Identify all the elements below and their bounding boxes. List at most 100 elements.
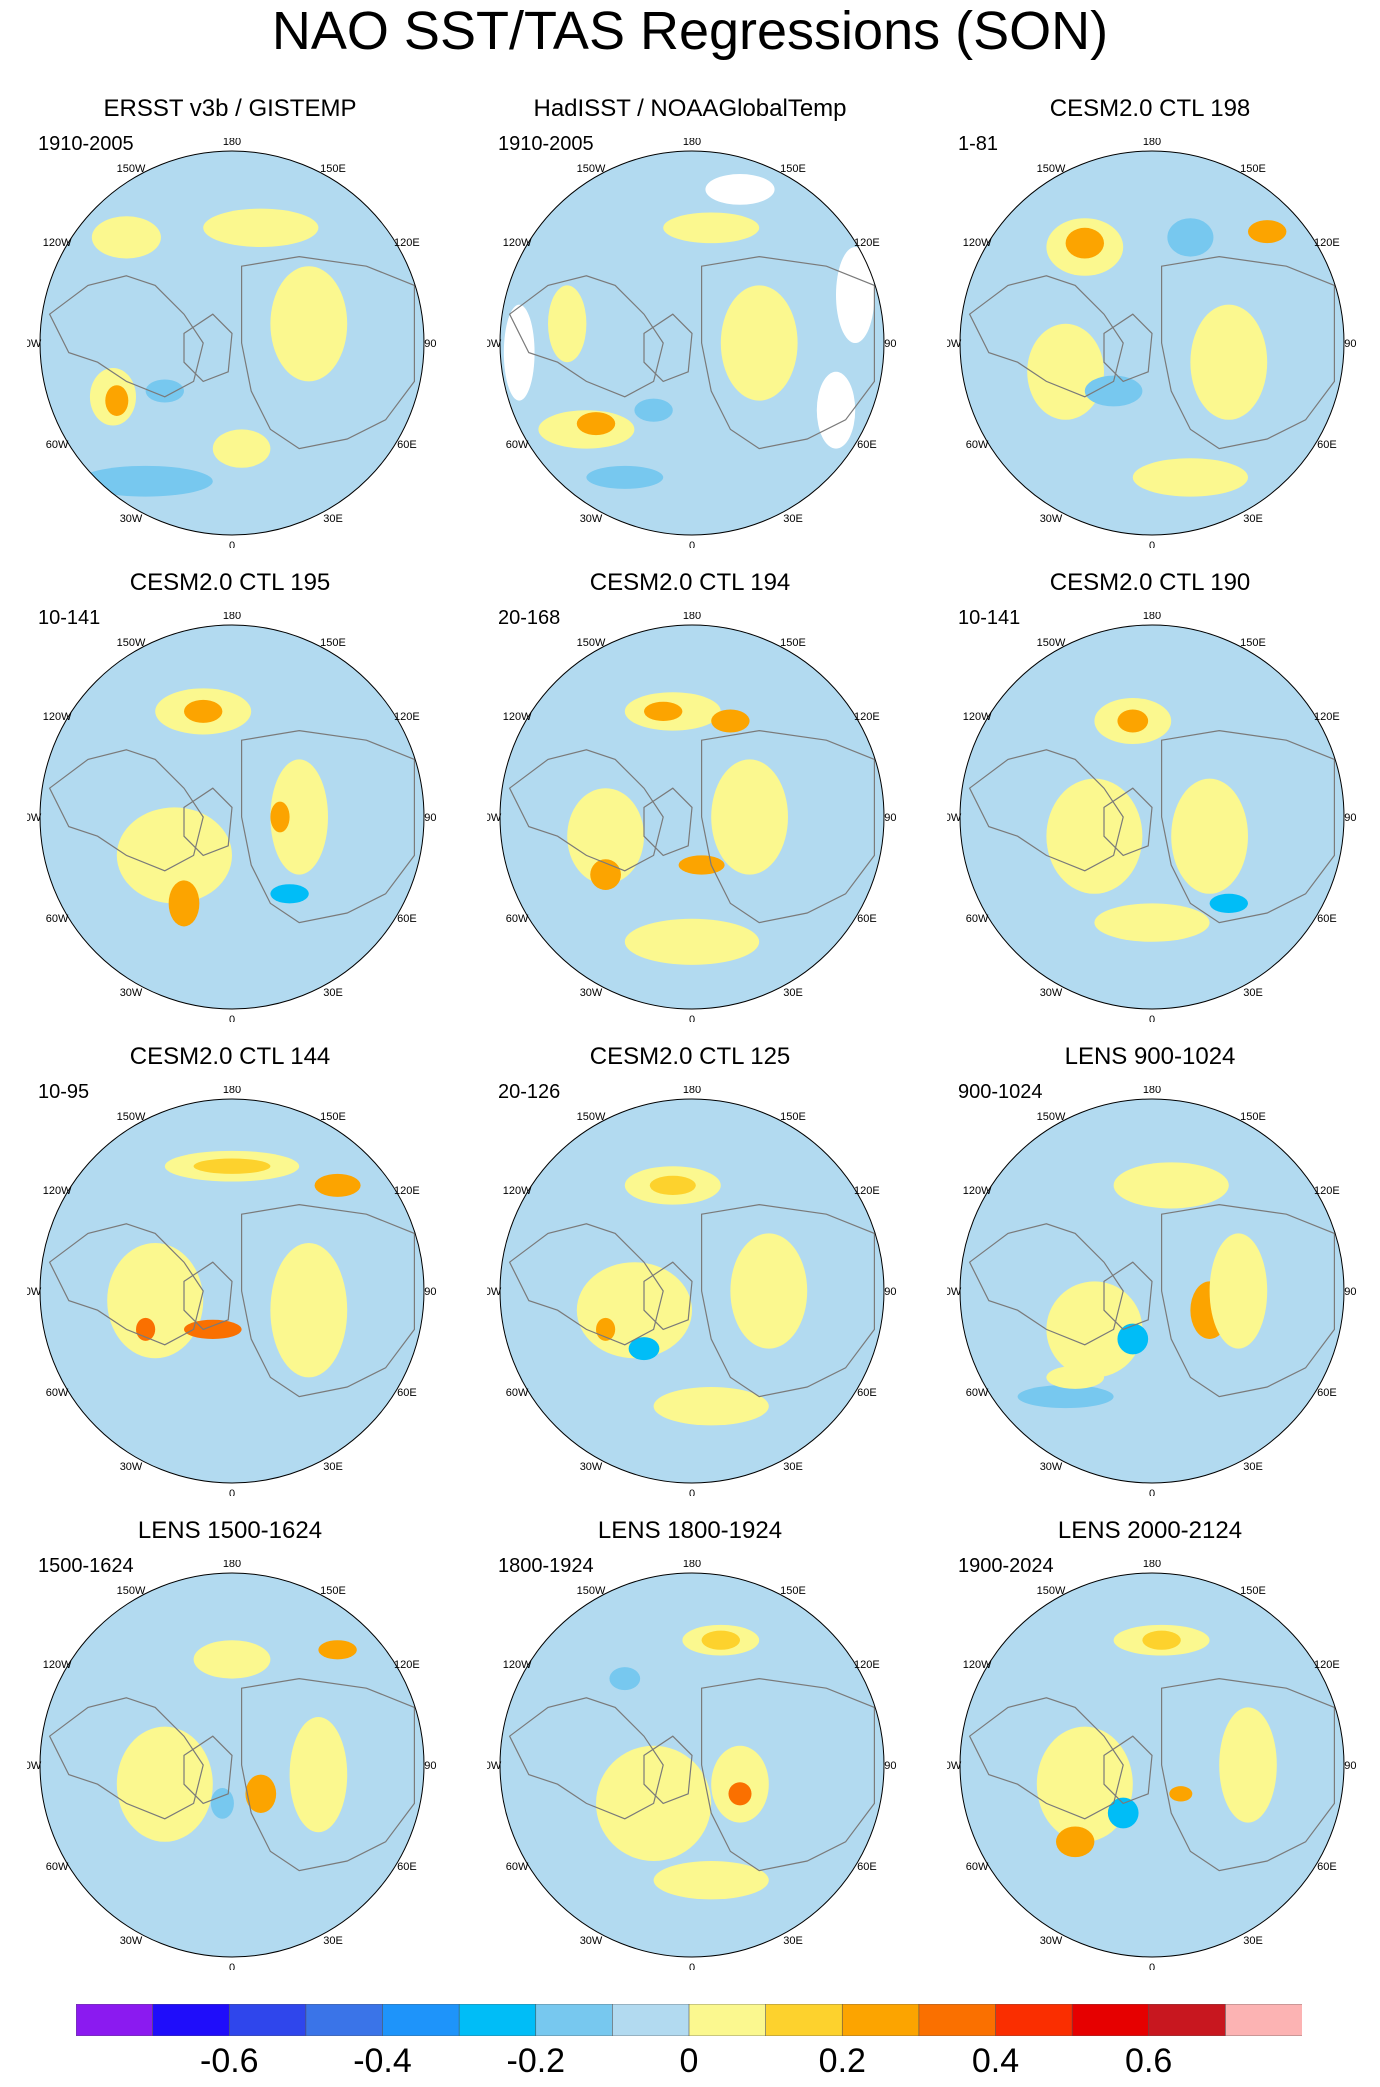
longitude-label: 30W bbox=[1040, 513, 1063, 525]
longitude-label: 150E bbox=[1240, 1111, 1266, 1123]
anomaly-region bbox=[1046, 1365, 1104, 1389]
coastline bbox=[701, 1677, 875, 1872]
map-background bbox=[960, 1573, 1344, 1957]
anomaly-region bbox=[145, 379, 184, 403]
longitude-label: 0 bbox=[689, 1488, 695, 1496]
colorbar-swatch bbox=[1225, 2004, 1302, 2036]
missing-data-region bbox=[836, 247, 875, 343]
longitude-label: 60E bbox=[1317, 1861, 1337, 1873]
longitude-label: 90E bbox=[424, 1286, 437, 1298]
coastline bbox=[643, 1261, 693, 1331]
longitude-label: 180 bbox=[683, 138, 701, 148]
period-label: 1800-1924 bbox=[498, 1555, 594, 1577]
colorbar-swatch bbox=[458, 2004, 537, 2036]
longitude-label: 90W bbox=[487, 812, 502, 824]
longitude-label: 150W bbox=[117, 163, 146, 175]
polar-map: 180 150E 120E 90E 60E 30E 0 30W 60W 90W 120W 150W bbox=[487, 1560, 897, 1970]
longitude-label: 30E bbox=[323, 513, 343, 525]
longitude-label: 120E bbox=[854, 711, 880, 723]
panel-title: CESM2.0 CTL 190 bbox=[1049, 569, 1251, 596]
longitude-label: 60W bbox=[506, 1387, 529, 1399]
panel-title: LENS 1800-1924 bbox=[597, 1517, 783, 1544]
anomaly-region bbox=[1142, 1630, 1181, 1650]
period-label: 10-95 bbox=[38, 1081, 90, 1103]
longitude-label: 0 bbox=[689, 1962, 695, 1970]
longitude-label: 90E bbox=[424, 338, 437, 350]
anomaly-region bbox=[711, 759, 788, 875]
coastline bbox=[183, 1735, 233, 1805]
longitude-label: 120W bbox=[43, 711, 72, 723]
anomaly-region bbox=[1107, 1797, 1139, 1829]
anomaly-region bbox=[1046, 1281, 1143, 1378]
period-label: 900-1024 bbox=[958, 1081, 1043, 1103]
polar-map-svg: 180 150E 120E 90E 60E 30E 0 30W 60W 90W 120W 150W bbox=[487, 1086, 897, 1496]
polar-map-svg: 180 150E 120E 90E 60E 30E 0 30W 60W 90W 120W 150W bbox=[27, 138, 437, 548]
colorbar-swatch bbox=[228, 2004, 307, 2036]
longitude-label: 60W bbox=[506, 913, 529, 925]
missing-data-region bbox=[816, 371, 856, 449]
coastline bbox=[1161, 1203, 1335, 1398]
longitude-label: 120W bbox=[503, 711, 532, 723]
polar-map: 180 150E 120E 90E 60E 30E 0 30W 60W 90W 120W 150W bbox=[947, 138, 1357, 548]
coastline bbox=[508, 1697, 664, 1820]
period-label: 1900-2024 bbox=[958, 1555, 1054, 1577]
polar-map: 180 150E 120E 90E 60E 30E 0 30W 60W 90W 120W 150W bbox=[947, 1086, 1357, 1496]
anomaly-region bbox=[730, 1233, 808, 1349]
anomaly-region bbox=[1046, 778, 1143, 894]
longitude-label: 30E bbox=[783, 513, 803, 525]
anomaly-region bbox=[193, 1640, 271, 1679]
panel-title: CESM2.0 CTL 195 bbox=[129, 569, 331, 596]
anomaly-region bbox=[590, 859, 621, 890]
longitude-label: 30W bbox=[120, 1461, 143, 1473]
colorbar-swatch bbox=[995, 2004, 1073, 2036]
longitude-label: 180 bbox=[1143, 612, 1161, 622]
coastline bbox=[1161, 1677, 1335, 1872]
anomaly-region bbox=[663, 212, 760, 244]
map-border bbox=[499, 1098, 885, 1484]
anomaly-region bbox=[586, 465, 664, 489]
longitude-label: 60E bbox=[397, 1387, 417, 1399]
colorbar-swatch bbox=[535, 2004, 614, 2036]
map-border bbox=[39, 1098, 425, 1484]
anomaly-region bbox=[1065, 227, 1104, 259]
longitude-label: 90W bbox=[947, 1286, 962, 1298]
map-border bbox=[39, 150, 425, 536]
colorbar-tick-label: -0.6 bbox=[200, 2042, 259, 2080]
anomaly-region bbox=[644, 701, 683, 721]
coastline bbox=[701, 729, 875, 924]
longitude-label: 60E bbox=[397, 439, 417, 451]
longitude-label: 150E bbox=[1240, 1585, 1266, 1597]
longitude-label: 30W bbox=[120, 987, 143, 999]
anomaly-region bbox=[289, 1717, 348, 1833]
anomaly-region bbox=[91, 216, 161, 259]
anomaly-region bbox=[1167, 218, 1214, 257]
longitude-label: 120E bbox=[394, 237, 420, 249]
anomaly-region bbox=[1219, 1707, 1277, 1823]
coastline bbox=[968, 1697, 1124, 1820]
map-background bbox=[40, 625, 424, 1009]
map-border bbox=[959, 1572, 1345, 1958]
polar-map-svg: 180 150E 120E 90E 60E 30E 0 30W 60W 90W 120W 150W bbox=[27, 612, 437, 1022]
longitude-label: 90E bbox=[1344, 1286, 1357, 1298]
colorbar-swatch bbox=[305, 2004, 384, 2036]
longitude-label: 30E bbox=[323, 987, 343, 999]
anomaly-region bbox=[653, 1861, 769, 1900]
anomaly-region bbox=[609, 1667, 641, 1691]
anomaly-region bbox=[1094, 903, 1210, 942]
anomaly-region bbox=[711, 709, 750, 733]
longitude-label: 150W bbox=[1037, 1585, 1066, 1597]
colorbar-swatch bbox=[76, 2004, 154, 2036]
anomaly-region bbox=[1084, 375, 1143, 407]
polar-map: 180 150E 120E 90E 60E 30E 0 30W 60W 90W 120W 150W bbox=[27, 138, 437, 548]
colorbar-tick-label: 0 bbox=[679, 2042, 699, 2080]
longitude-label: 30E bbox=[1243, 1935, 1263, 1947]
longitude-label: 0 bbox=[229, 1014, 235, 1022]
anomaly-region bbox=[116, 1726, 213, 1842]
anomaly-region bbox=[1209, 893, 1248, 913]
longitude-label: 150W bbox=[577, 163, 606, 175]
map-background bbox=[960, 625, 1344, 1009]
coastline bbox=[1103, 787, 1153, 857]
anomaly-region bbox=[270, 801, 290, 833]
longitude-label: 90E bbox=[884, 1760, 897, 1772]
polar-map: 180 150E 120E 90E 60E 30E 0 30W 60W 90W 120W 150W bbox=[487, 138, 897, 548]
